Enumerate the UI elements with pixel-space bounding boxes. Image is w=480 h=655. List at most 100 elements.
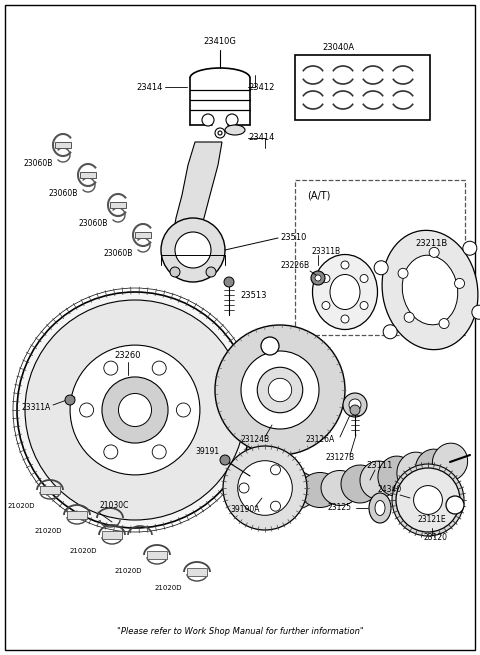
Circle shape bbox=[80, 403, 94, 417]
Circle shape bbox=[176, 403, 191, 417]
Ellipse shape bbox=[330, 274, 360, 310]
Circle shape bbox=[102, 377, 168, 443]
Text: 23510: 23510 bbox=[280, 233, 306, 242]
Text: A: A bbox=[267, 341, 273, 350]
Text: 23060B: 23060B bbox=[79, 219, 108, 227]
Circle shape bbox=[175, 232, 211, 268]
Text: 23040A: 23040A bbox=[322, 43, 354, 52]
Text: 23311B: 23311B bbox=[312, 246, 341, 255]
Circle shape bbox=[161, 218, 225, 282]
Ellipse shape bbox=[225, 125, 245, 135]
Circle shape bbox=[206, 267, 216, 277]
Text: "Please refer to Work Shop Manual for further information": "Please refer to Work Shop Manual for fu… bbox=[117, 627, 363, 635]
Circle shape bbox=[218, 131, 222, 135]
Text: 21020D: 21020D bbox=[35, 528, 62, 534]
Text: 23412: 23412 bbox=[248, 83, 275, 92]
Ellipse shape bbox=[360, 461, 396, 499]
Ellipse shape bbox=[312, 255, 377, 329]
Text: 23414: 23414 bbox=[248, 134, 275, 143]
Bar bbox=[135, 232, 151, 238]
Text: 23125: 23125 bbox=[328, 504, 352, 512]
Text: 39190A: 39190A bbox=[230, 506, 260, 514]
Circle shape bbox=[414, 485, 443, 514]
Text: 23111: 23111 bbox=[367, 460, 393, 470]
Text: 39191: 39191 bbox=[196, 447, 220, 457]
Circle shape bbox=[374, 261, 388, 274]
Circle shape bbox=[170, 267, 180, 277]
Bar bbox=[295, 180, 465, 335]
Bar bbox=[187, 568, 207, 576]
Ellipse shape bbox=[378, 456, 414, 496]
Ellipse shape bbox=[321, 470, 359, 506]
Circle shape bbox=[349, 399, 361, 411]
Text: 23414: 23414 bbox=[137, 83, 163, 92]
Bar bbox=[67, 511, 87, 519]
Text: 23124B: 23124B bbox=[240, 436, 270, 445]
Text: 23513: 23513 bbox=[240, 291, 266, 299]
Bar bbox=[55, 142, 71, 148]
Circle shape bbox=[152, 361, 166, 375]
Text: 23260: 23260 bbox=[115, 350, 141, 360]
Circle shape bbox=[25, 300, 245, 520]
Circle shape bbox=[463, 241, 477, 255]
Circle shape bbox=[398, 269, 408, 278]
Text: 21020D: 21020D bbox=[115, 568, 142, 574]
Circle shape bbox=[472, 305, 480, 319]
Circle shape bbox=[202, 114, 214, 126]
Circle shape bbox=[226, 114, 238, 126]
Ellipse shape bbox=[402, 255, 458, 325]
Circle shape bbox=[238, 460, 292, 515]
Ellipse shape bbox=[375, 500, 385, 515]
Circle shape bbox=[439, 318, 449, 329]
Circle shape bbox=[223, 446, 307, 530]
Circle shape bbox=[257, 367, 303, 413]
Bar bbox=[80, 172, 96, 178]
Circle shape bbox=[404, 312, 414, 322]
Circle shape bbox=[343, 393, 367, 417]
Text: 23121E: 23121E bbox=[418, 515, 446, 525]
Circle shape bbox=[119, 394, 152, 426]
Bar bbox=[295, 55, 430, 120]
Bar bbox=[110, 202, 126, 208]
Circle shape bbox=[241, 351, 319, 429]
Circle shape bbox=[322, 274, 330, 282]
Ellipse shape bbox=[341, 465, 379, 503]
Circle shape bbox=[311, 271, 325, 285]
Circle shape bbox=[455, 278, 465, 288]
Text: 23060B: 23060B bbox=[24, 159, 53, 168]
Circle shape bbox=[152, 445, 166, 459]
Circle shape bbox=[341, 261, 349, 269]
Bar bbox=[147, 551, 167, 559]
Ellipse shape bbox=[432, 443, 468, 481]
Circle shape bbox=[392, 464, 464, 536]
Ellipse shape bbox=[397, 452, 433, 492]
Text: 21020D: 21020D bbox=[155, 585, 182, 591]
Circle shape bbox=[446, 496, 464, 514]
Text: 21020D: 21020D bbox=[70, 548, 97, 554]
Circle shape bbox=[360, 301, 368, 310]
Circle shape bbox=[220, 455, 230, 465]
Ellipse shape bbox=[255, 480, 285, 500]
Text: 23060B: 23060B bbox=[48, 189, 78, 198]
Ellipse shape bbox=[415, 449, 451, 487]
Circle shape bbox=[396, 468, 460, 532]
Circle shape bbox=[65, 395, 75, 405]
Circle shape bbox=[17, 292, 253, 528]
Circle shape bbox=[224, 277, 234, 287]
Circle shape bbox=[70, 345, 200, 475]
Circle shape bbox=[268, 379, 292, 402]
Text: 23120: 23120 bbox=[423, 534, 447, 542]
Circle shape bbox=[383, 325, 397, 339]
Text: 23126A: 23126A bbox=[305, 436, 335, 445]
Ellipse shape bbox=[273, 471, 317, 509]
Circle shape bbox=[239, 483, 249, 493]
Circle shape bbox=[13, 288, 257, 532]
Text: 23311A: 23311A bbox=[22, 403, 51, 413]
Circle shape bbox=[350, 405, 360, 415]
Circle shape bbox=[215, 325, 345, 455]
Circle shape bbox=[429, 248, 439, 257]
Circle shape bbox=[322, 301, 330, 310]
Ellipse shape bbox=[369, 493, 391, 523]
Text: 23127B: 23127B bbox=[325, 453, 355, 462]
Circle shape bbox=[104, 361, 118, 375]
